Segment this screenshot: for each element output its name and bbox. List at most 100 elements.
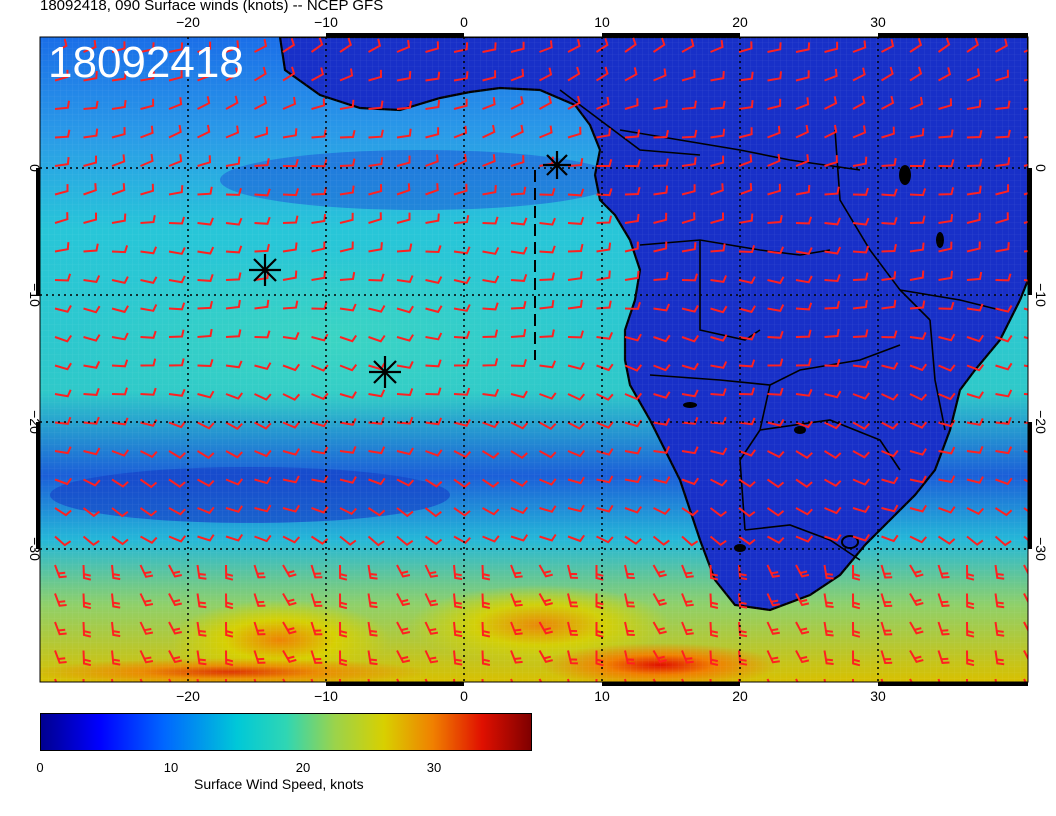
wind-barb	[253, 650, 266, 664]
lon-label: 30	[870, 14, 886, 30]
wind-barb	[396, 39, 411, 53]
wind-barb	[481, 478, 500, 488]
wind-barb	[567, 449, 586, 458]
wind-barb	[339, 621, 348, 638]
wind-barb	[253, 564, 266, 579]
wind-barb	[710, 212, 724, 224]
wind-barb	[1023, 564, 1028, 576]
wind-barb	[481, 621, 491, 638]
wind-barb	[938, 98, 953, 110]
wind-barbs	[54, 37, 1028, 682]
wind-barb	[510, 478, 528, 488]
wind-barb	[367, 564, 378, 580]
wind-barb	[995, 416, 1012, 425]
wind-barb	[111, 449, 130, 457]
wind-barb	[225, 187, 242, 196]
wind-barb	[168, 507, 186, 516]
wind-barb	[995, 446, 1013, 455]
wind-barb	[396, 593, 411, 607]
wind-barb	[567, 271, 583, 281]
wind-barb	[510, 155, 525, 167]
wind-barb	[453, 183, 468, 196]
wind-barb	[54, 334, 73, 343]
wind-barb	[197, 155, 212, 167]
wind-barb	[539, 392, 557, 400]
wind-barb	[111, 478, 129, 488]
wind-barb	[995, 389, 1013, 398]
wind-barb	[481, 564, 491, 581]
wind-barb	[881, 504, 899, 513]
wind-barb	[624, 475, 642, 484]
wind-barb	[482, 124, 496, 139]
wind-barb	[168, 535, 187, 543]
wind-barb	[83, 478, 101, 487]
wind-barb	[881, 299, 897, 310]
wind-barb	[681, 593, 694, 607]
wind-barb	[225, 40, 240, 53]
wind-barb	[909, 593, 924, 606]
wind-barb	[510, 328, 527, 338]
wind-barb	[82, 564, 92, 581]
wind-barb	[339, 271, 356, 281]
wind-barb	[197, 300, 213, 310]
wind-barb	[852, 392, 871, 400]
wind-barb	[767, 71, 782, 82]
wind-barb	[681, 621, 694, 636]
wind-barb	[852, 564, 861, 581]
wind-barb	[767, 450, 785, 459]
wind-barb	[254, 534, 272, 543]
wind-barb	[311, 241, 326, 253]
wind-barb	[168, 478, 186, 488]
wind-barb	[368, 184, 383, 196]
wind-barb	[140, 330, 157, 339]
wind-barb	[310, 621, 323, 636]
wind-barb	[197, 186, 213, 196]
wind-barb	[140, 153, 154, 167]
wind-barb	[681, 305, 699, 313]
wind-barb	[681, 100, 697, 110]
wind-barb	[453, 153, 468, 167]
wind-barb	[596, 242, 612, 253]
wind-barb	[738, 154, 753, 167]
wind-barb	[425, 359, 442, 368]
wind-barb	[966, 158, 983, 167]
wind-barb	[510, 506, 529, 515]
wind-barb	[767, 153, 781, 167]
wind-barb	[254, 38, 268, 53]
wind-barb	[111, 621, 121, 638]
colorbar-tick: 20	[295, 760, 311, 775]
wind-barb	[453, 593, 463, 609]
wind-barb	[824, 274, 841, 283]
wind-barb	[254, 330, 271, 339]
wind-barb	[510, 593, 523, 607]
wind-barb	[539, 245, 556, 254]
wind-barb	[681, 564, 694, 579]
wind-barb	[852, 299, 868, 310]
wind-barb	[339, 476, 357, 484]
wind-barb	[966, 68, 981, 82]
wind-barb	[197, 478, 215, 488]
wind-barb	[795, 275, 813, 284]
wind-barb	[368, 389, 386, 398]
wind-barb	[994, 650, 1005, 666]
wind-barb	[282, 332, 300, 341]
wind-barb	[880, 621, 893, 636]
wind-barb	[596, 504, 614, 513]
wind-barb	[539, 450, 557, 459]
wind-barb	[140, 535, 158, 544]
wind-barb	[225, 217, 243, 226]
wind-barb	[54, 305, 72, 313]
wind-barb	[539, 95, 553, 110]
wind-barb	[795, 564, 810, 578]
date-stamp: 18092418	[48, 38, 244, 87]
wind-barb	[681, 535, 699, 547]
wind-barb	[624, 301, 641, 310]
wind-barb	[767, 419, 785, 427]
wind-barb	[310, 37, 324, 53]
wind-barb	[482, 154, 496, 167]
wind-barb	[709, 535, 727, 547]
wind-barb	[83, 275, 101, 284]
wind-barb	[709, 564, 719, 581]
wind-barb	[795, 420, 814, 429]
wind-barb	[966, 99, 982, 110]
